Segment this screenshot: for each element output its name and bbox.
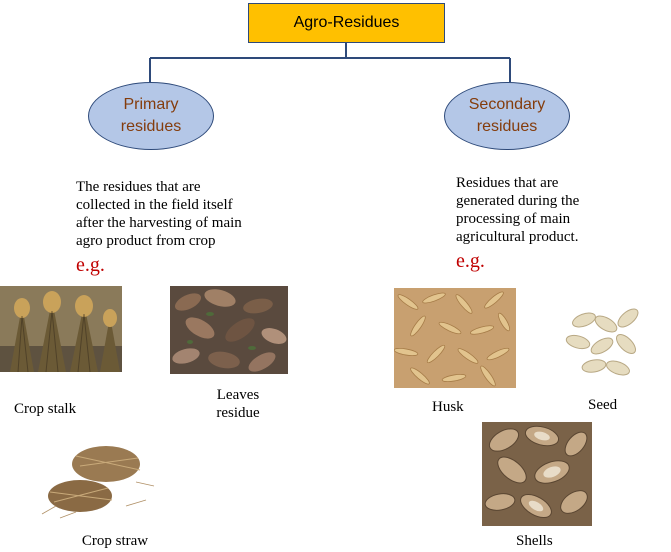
secondary-residues-node: Secondary residues <box>444 82 570 150</box>
crop-straw-image <box>36 436 160 522</box>
secondary-title-line2: residues <box>476 118 538 135</box>
secondary-desc-line: Residues that are <box>456 175 559 191</box>
leaves-residue-caption: Leaves residue <box>198 386 278 422</box>
crop-stalk-image <box>0 286 122 372</box>
primary-residues-node: Primary residues <box>88 82 214 150</box>
primary-desc-line: The residues that are <box>76 179 201 195</box>
root-node: Agro-Residues <box>248 3 445 43</box>
crop-stalk-caption: Crop stalk <box>14 401 77 417</box>
primary-title-line2: residues <box>120 118 182 135</box>
shells-caption: Shells <box>516 533 553 549</box>
primary-desc-line: agro product from crop <box>76 233 216 249</box>
leaves-caption-line1: Leaves <box>216 387 260 403</box>
primary-description: The residues that are collected in the f… <box>76 178 242 250</box>
primary-desc-line: collected in the field itself <box>76 197 233 213</box>
seed-image <box>540 294 670 386</box>
secondary-title-line1: Secondary <box>468 96 546 113</box>
crop-straw-caption: Crop straw <box>81 533 149 549</box>
leaves-caption-line2: residue <box>216 405 260 421</box>
secondary-desc-line: generated during the <box>456 193 580 209</box>
primary-eg-label: e.g. <box>76 254 105 276</box>
secondary-eg-label: e.g. <box>456 250 485 272</box>
secondary-desc-line: agricultural product. <box>456 229 579 245</box>
root-label: Agro-Residues <box>293 14 400 31</box>
leaves-residue-image <box>170 286 288 374</box>
secondary-description: Residues that are generated during the p… <box>456 174 579 246</box>
husk-caption: Husk <box>432 399 464 415</box>
secondary-desc-line: processing of main <box>456 211 571 227</box>
connector-lines <box>149 43 511 82</box>
primary-desc-line: after the harvesting of main <box>76 215 242 231</box>
shells-image <box>482 422 592 526</box>
primary-title-line1: Primary <box>123 96 179 113</box>
husk-image <box>394 288 516 388</box>
seed-caption: Seed <box>588 397 618 413</box>
